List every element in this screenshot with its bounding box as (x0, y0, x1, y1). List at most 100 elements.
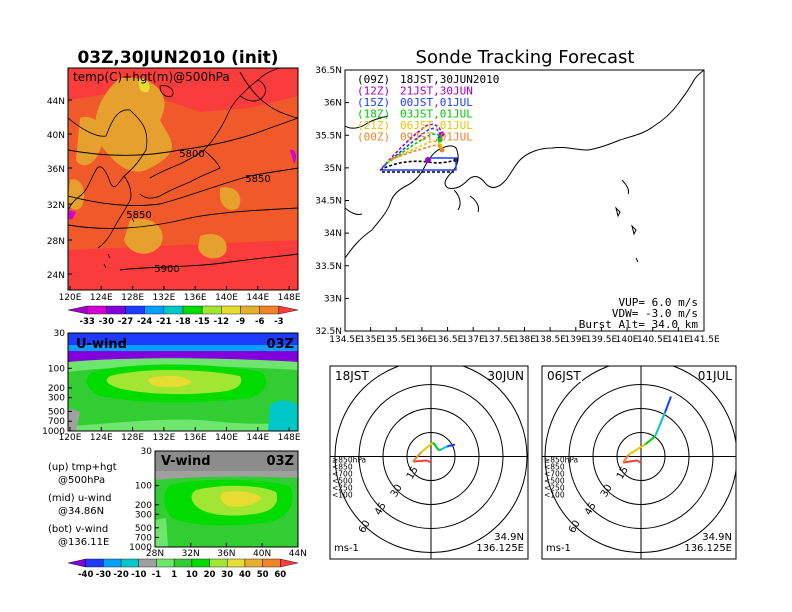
tracking-lon-label: 140.5E (637, 335, 669, 345)
wind-colorbar-label: 20 (204, 570, 216, 580)
wind-colorbar: -40 -30 -20 -10 -1 1 10 20 30 40 50 60 (67, 558, 299, 580)
tracking-lat-label: 35N (324, 164, 342, 174)
hodograph-level-label: <100 (544, 491, 565, 500)
u-lon-label: 136E (184, 433, 207, 443)
wind-colorbar-swatch (173, 558, 193, 568)
u-lon-label: 120E (59, 433, 82, 443)
v-wind-title: V-wind (161, 454, 211, 469)
map-lat-label: 36N (47, 165, 65, 175)
pressure-label: 300 (48, 394, 65, 404)
map-lon-label: 128E (121, 293, 144, 303)
track-legend-label: 00JST,01JUL (400, 96, 473, 109)
track-line (387, 140, 441, 163)
v-lat-label: 36N (217, 549, 235, 559)
wind-colorbar-swatch (191, 558, 210, 568)
tracking-lon-label: 136.5E (432, 335, 464, 345)
hodograph-trace (636, 459, 642, 464)
pressure-label: 700 (48, 417, 65, 427)
u-lon-label: 124E (90, 433, 113, 443)
wind-colorbar-label: 60 (274, 570, 286, 580)
hodograph-trace (420, 441, 434, 454)
wind-colorbar-swatch (227, 558, 246, 568)
hodograph-level-label: <250 (332, 484, 353, 493)
track-line (381, 123, 443, 169)
legend-line: @500hPa (58, 475, 105, 486)
temp-colorbar-swatch (86, 305, 107, 315)
hodograph-time-left: 18JST (335, 369, 369, 383)
v-wind-time: 03Z (266, 454, 294, 469)
hodograph-ring-label: 45 (373, 501, 389, 518)
pressure-label: 500 (135, 524, 152, 534)
wind-colorbar-label: 10 (186, 570, 198, 580)
track-legend-label: 09JST,01JUL (400, 131, 473, 144)
temp-colorbar-swatch (163, 305, 184, 315)
tracking-lon-label: 135E (359, 335, 382, 345)
temp-colorbar-swatch (106, 305, 126, 315)
map-lat-label: 32N (47, 201, 65, 211)
map-lon-axis: 120E 124E 128E 132E 136E 140E 144E 148E (59, 286, 301, 303)
hodograph-level-label: <500 (544, 477, 565, 486)
u-wind-title: U-wind (76, 337, 127, 352)
pressure-label: 200 (48, 384, 65, 394)
map-lon-label: 144E (246, 293, 269, 303)
tracking-lat-label: 32.5N (315, 327, 342, 337)
tracking-lon-label: 140E (616, 335, 639, 345)
hodograph-trace (622, 453, 630, 464)
pressure-label: 200 (135, 501, 152, 511)
pressure-label: 700 (135, 533, 152, 543)
u-lon-label: 132E (152, 433, 175, 443)
v-lat-label: 28N (146, 549, 164, 559)
u-lon-label: 128E (121, 433, 144, 443)
temp-colorbar-label: -3 (274, 317, 284, 327)
pressure-label: 30 (54, 329, 66, 339)
tracking-title: Sonde Tracking Forecast (416, 47, 635, 68)
track-burst-point (439, 131, 445, 137)
map-lon-label: 148E (278, 293, 301, 303)
hodograph-label-bg (332, 368, 370, 382)
hodograph-ring-label: 15 (405, 465, 421, 482)
u-wind-section (68, 333, 298, 431)
hodograph-level-label: <700 (544, 470, 565, 479)
tracking-lat-label: 34.5N (315, 197, 342, 207)
tracking-lat-label: 34N (324, 229, 342, 239)
track-legend: (09Z) 18JST,30JUN2010 (12Z) 21JST,30JUN (15Z… (357, 73, 499, 144)
track-legend-tag: (09Z) (357, 73, 390, 86)
tracking-lon-label: 138E (513, 335, 536, 345)
contour-label: 5850 (126, 210, 151, 221)
panel-legend: (up) tmp+hgt @500hPa (mid) u-wind @34.86… (48, 462, 117, 548)
track-line (379, 159, 457, 171)
map-lon-label: 136E (184, 293, 207, 303)
wind-colorbar-swatch (103, 558, 122, 568)
track-legend-tag: (15Z) (357, 96, 390, 109)
track-legend-label: 06JST,01JUL (400, 119, 473, 132)
temp-colorbar-swatch (240, 305, 260, 315)
descent-speed: VDW= -3.0 m/s (612, 307, 698, 320)
contour-label: 5850 (245, 174, 270, 185)
temp-colorbar-swatch (201, 305, 222, 315)
track-legend-tag: (21Z) (357, 119, 390, 132)
hodograph-trace (438, 445, 448, 452)
tracking-lat-label: 33N (324, 294, 342, 304)
tracking-lat-label: 33.5N (315, 262, 342, 272)
wind-colorbar-swatch (156, 558, 175, 568)
v-wind-section (155, 451, 298, 547)
wind-colorbar-swatch (85, 558, 104, 568)
map-frame (67, 67, 299, 291)
wind-colorbar-swatch (209, 558, 228, 568)
pressure-label: 1000 (42, 427, 65, 437)
wind-colorbar-label: -20 (113, 570, 128, 580)
map-lat-label: 40N (47, 131, 65, 141)
tracking-lat-label: 36N (324, 99, 342, 109)
temp-map (68, 68, 298, 290)
u-lon-axis: 120E 124E 128E 132E 136E 140E 144E 148E (59, 427, 301, 443)
u-wind-time: 03Z (266, 337, 294, 352)
wind-colorbar-label: -30 (96, 570, 111, 580)
hodograph-lon: 136.125E (476, 543, 524, 554)
tracking-lat-label: 35.5N (315, 131, 342, 141)
tracking-lon-label: 134.5E (329, 335, 361, 345)
